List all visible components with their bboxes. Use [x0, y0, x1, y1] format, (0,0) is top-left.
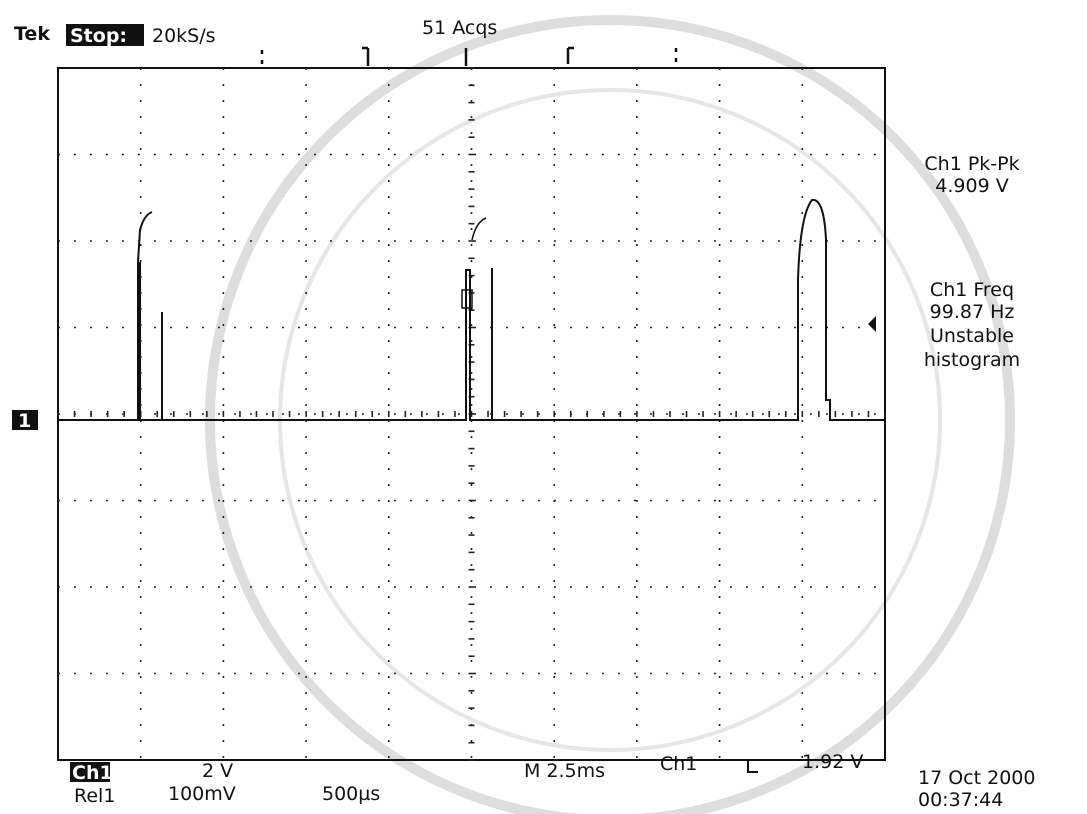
- channel: Ch1: [72, 762, 113, 784]
- channel-box: [70, 762, 110, 782]
- waveform-detail: [471, 217, 487, 241]
- ground-marker-box: [12, 410, 38, 430]
- acquisitions: 51 Acqs: [422, 17, 497, 39]
- brand: Tek: [14, 23, 50, 45]
- volts-per-div: 2 V: [202, 760, 233, 782]
- waveform-detail: [461, 289, 473, 309]
- measurement-note: histogram: [924, 349, 1020, 371]
- time: 00:37:44: [918, 789, 1003, 811]
- state: Stop:: [70, 25, 127, 47]
- measurement-label: Ch1 Pk-Pk: [924, 153, 1019, 175]
- trigger-slope: [736, 759, 758, 773]
- ref-time: 500µs: [322, 783, 380, 805]
- graticule: [57, 67, 886, 761]
- measurement-value: 4.909 V: [935, 175, 1008, 197]
- measurement-value: 99.87 Hz: [930, 301, 1015, 323]
- timebase: M 2.5ms: [524, 760, 605, 782]
- trigger-level: 1.92 V: [802, 751, 863, 773]
- ref-scale: 100mV: [168, 783, 236, 805]
- trigger-source: Ch1: [660, 753, 697, 775]
- ground-marker: 1: [18, 410, 31, 432]
- trigger-level-arrow: [868, 316, 876, 332]
- ref: Rel1: [74, 785, 115, 807]
- waveform: [58, 198, 885, 421]
- measurement-label: Ch1 Freq: [930, 279, 1014, 301]
- measurement-note: Unstable: [930, 325, 1014, 347]
- sample-rate: 20kS/s: [152, 25, 216, 47]
- trigger-markers: [260, 46, 678, 66]
- state-box: [66, 24, 144, 46]
- date: 17 Oct 2000: [918, 767, 1035, 789]
